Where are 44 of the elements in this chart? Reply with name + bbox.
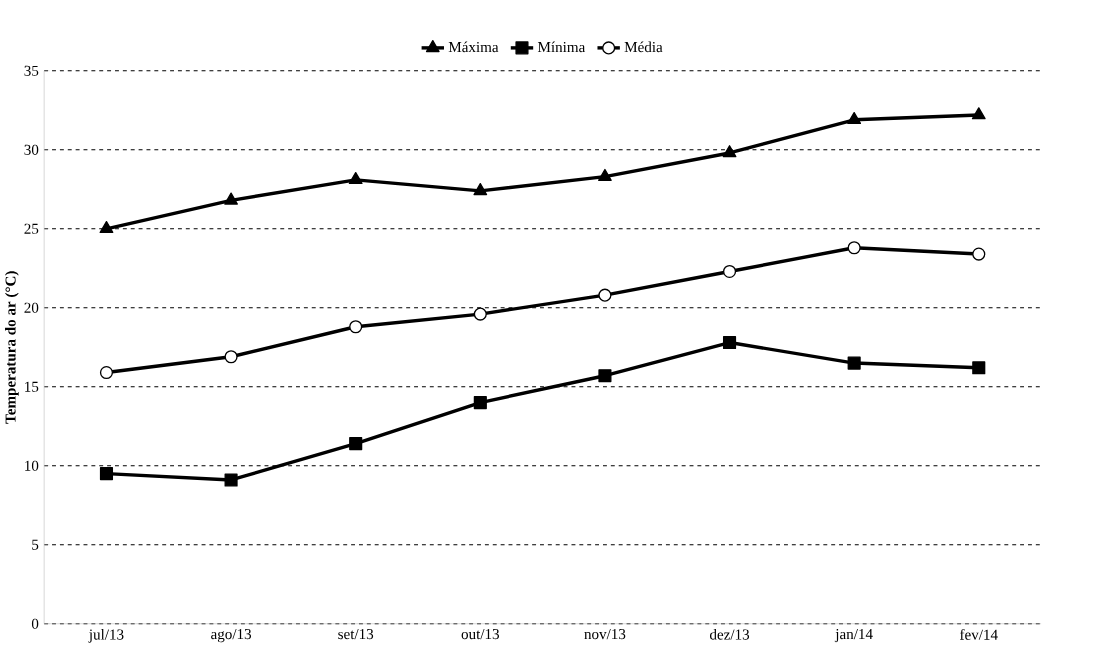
point [99,365,114,380]
y-tick-label: 25 [24,223,39,234]
point [99,467,114,481]
y-tick-label: 35 [24,65,39,76]
y-axis-title: Temperatura do ar (°C) [5,271,19,424]
point [722,335,737,350]
point [971,107,986,120]
y-tick-label: 30 [24,144,39,155]
point [349,437,363,451]
x-tick-label: jul/13 [88,629,124,643]
point [224,350,238,364]
x-tick-label: dez/13 [709,629,750,640]
point [722,145,737,158]
point [847,241,861,255]
point [224,473,238,487]
point [598,288,612,302]
point [722,264,737,279]
point [598,168,612,181]
y-tick-label: 5 [32,539,39,550]
x-tick-label: out/13 [461,629,500,640]
point [598,369,612,383]
point [224,192,238,205]
x-tick-label: nov/13 [584,629,626,640]
y-tick-label: 15 [25,381,39,392]
point [972,247,986,261]
x-tick-label: set/13 [338,629,374,640]
point [473,183,488,196]
x-tick-label: ago/13 [211,629,252,643]
y-tick-label: 20 [24,302,39,313]
x-tick-label: jan/14 [834,629,873,643]
point [473,307,487,321]
point [348,171,363,185]
y-tick-label: 10 [25,460,39,471]
point [847,356,861,370]
point [349,320,363,334]
point [99,220,114,234]
legend-label: Máxima [448,41,499,53]
point [972,361,986,375]
legend-label: Mínima [537,41,586,53]
legend-label: Média [624,41,663,53]
y-tick-label: 0 [31,618,39,629]
point [847,111,862,125]
x-tick-label: fev/14 [959,629,998,640]
point [473,396,487,410]
